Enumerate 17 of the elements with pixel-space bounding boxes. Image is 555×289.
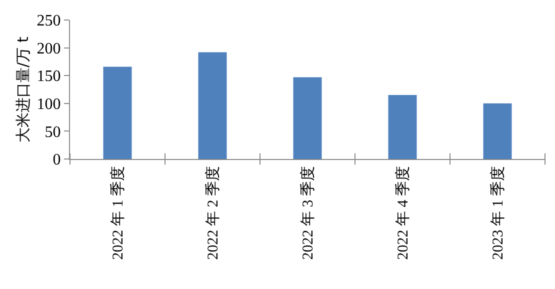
y-tick-label: 200: [36, 40, 61, 58]
y-axis-title: 大米进口量/万 t: [14, 36, 32, 142]
y-tick-label: 250: [36, 12, 61, 30]
bar: [198, 52, 227, 159]
bar: [483, 103, 512, 159]
y-tick-label: 150: [36, 68, 61, 86]
bar: [103, 66, 132, 159]
y-tick-label: 0: [52, 152, 61, 169]
x-tick-label: 2022 年 1 季度: [109, 166, 126, 260]
bar: [293, 77, 322, 159]
y-tick-label: 100: [36, 96, 61, 113]
x-tick-label: 2022 年 3 季度: [299, 166, 316, 260]
bar: [388, 95, 417, 159]
x-tick-label: 2022 年 4 季度: [394, 166, 412, 260]
y-tick-label: 50: [44, 124, 61, 141]
x-tick-label: 2022 年 2 季度: [204, 166, 222, 260]
x-tick-label: 2023 年 1 季度: [489, 166, 506, 260]
